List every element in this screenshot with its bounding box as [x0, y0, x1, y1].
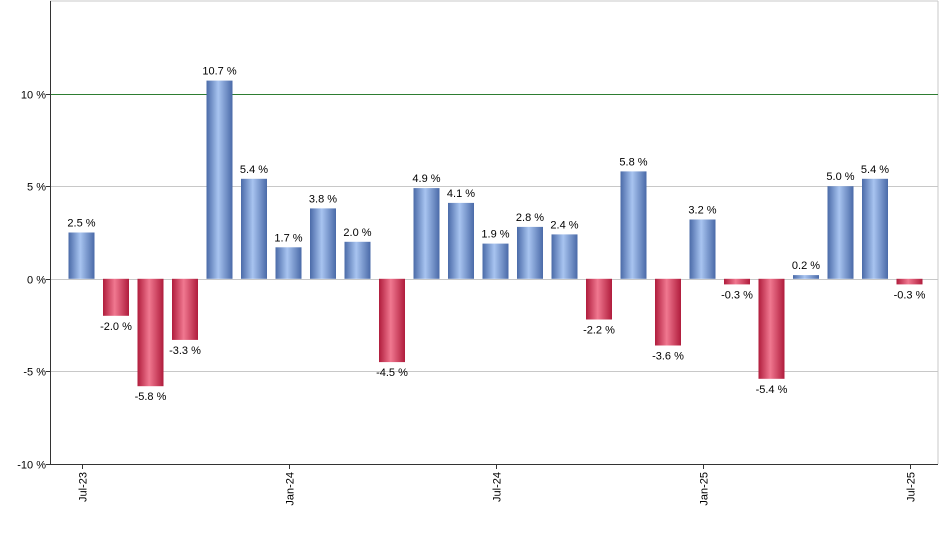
bar-Mar-24	[344, 241, 371, 279]
data-label-Jul-23: 2.5 %	[67, 218, 95, 230]
bar-Sep-23	[137, 278, 164, 387]
bar-Jun-25	[862, 178, 888, 279]
data-label-May-25: 5.0 %	[826, 171, 854, 183]
data-labels: 2.5 % -2.0 % -5.8 % -3.3 % 10.7 % 5.4 % 1.7 % 3…	[67, 66, 925, 404]
data-label-Oct-24: -2.2 %	[583, 325, 615, 337]
axes: 10 % 5 % 0 % -5 % -10 % Jul-23 Jan-24 Jul-24 Jan…	[17, 1, 938, 506]
bar-Jul-25	[896, 278, 923, 285]
data-label-Nov-24: 5.8 %	[619, 156, 647, 168]
data-label-Feb-25: -0.3 %	[721, 289, 753, 301]
bar-Jul-24	[482, 243, 509, 279]
data-label-Nov-23: 10.7 %	[202, 66, 236, 78]
bar-Mar-25	[758, 278, 785, 379]
bar-May-24	[413, 188, 440, 279]
x-tick-label: Jul-24	[492, 472, 504, 502]
data-label-Aug-23: -2.0 %	[100, 321, 132, 333]
bar-Aug-24	[517, 226, 543, 279]
bar-Nov-24	[620, 171, 647, 279]
data-label-Feb-24: 3.8 %	[309, 193, 337, 205]
x-tick-label: Jan-24	[285, 472, 297, 506]
data-label-Jan-24: 1.7 %	[274, 232, 302, 244]
data-label-Jan-25: 3.2 %	[688, 205, 716, 217]
bar-Feb-25	[724, 278, 750, 285]
data-label-Dec-24: -3.6 %	[652, 351, 684, 363]
bar-Jul-23	[68, 232, 95, 279]
bar-Oct-23	[172, 278, 198, 340]
data-label-Sep-23: -5.8 %	[135, 391, 167, 403]
bar-Dec-23	[241, 178, 267, 279]
data-label-Apr-24: -4.5 %	[376, 367, 408, 379]
bar-Jan-24	[275, 247, 302, 279]
bar-Aug-23	[103, 278, 129, 316]
data-label-Mar-24: 2.0 %	[343, 227, 371, 239]
data-label-May-24: 4.9 %	[412, 173, 440, 185]
y-tick-label: 10 %	[21, 90, 46, 102]
y-tick-label: 0 %	[27, 275, 46, 287]
data-label-Oct-23: -3.3 %	[169, 345, 201, 357]
bar-Oct-24	[586, 278, 612, 320]
x-tick-label: Jul-25	[906, 472, 918, 502]
x-tick-label: Jul-23	[78, 472, 90, 502]
data-label-Sep-24: 2.4 %	[550, 219, 578, 231]
bar-Jan-25	[689, 219, 716, 279]
x-tick-label: Jan-25	[699, 472, 711, 506]
data-label-Mar-25: -5.4 %	[756, 384, 788, 396]
bar-Feb-24	[310, 208, 336, 279]
data-label-Jun-25: 5.4 %	[861, 164, 889, 176]
bars	[68, 80, 923, 387]
data-label-Jun-24: 4.1 %	[447, 188, 475, 200]
data-label-Jul-24: 1.9 %	[481, 229, 509, 241]
data-label-Dec-23: 5.4 %	[240, 164, 268, 176]
y-tick-label: -5 %	[23, 367, 46, 379]
y-tick-label: -10 %	[17, 460, 46, 472]
bar-Jun-24	[448, 202, 474, 279]
bar-Apr-24	[379, 278, 405, 363]
bar-Nov-23	[206, 80, 233, 279]
y-tick-label: 5 %	[27, 182, 46, 194]
bar-Sep-24	[551, 234, 578, 279]
data-label-Aug-24: 2.8 %	[516, 212, 544, 224]
data-label-Apr-25: 0.2 %	[792, 260, 820, 272]
bar-Dec-24	[655, 278, 681, 346]
bar-Apr-25	[793, 275, 819, 279]
data-label-Jul-25: -0.3 %	[894, 289, 926, 301]
bar-May-25	[827, 186, 854, 279]
